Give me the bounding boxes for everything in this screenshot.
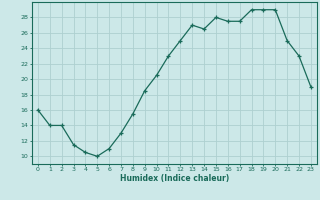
X-axis label: Humidex (Indice chaleur): Humidex (Indice chaleur) [120,174,229,183]
